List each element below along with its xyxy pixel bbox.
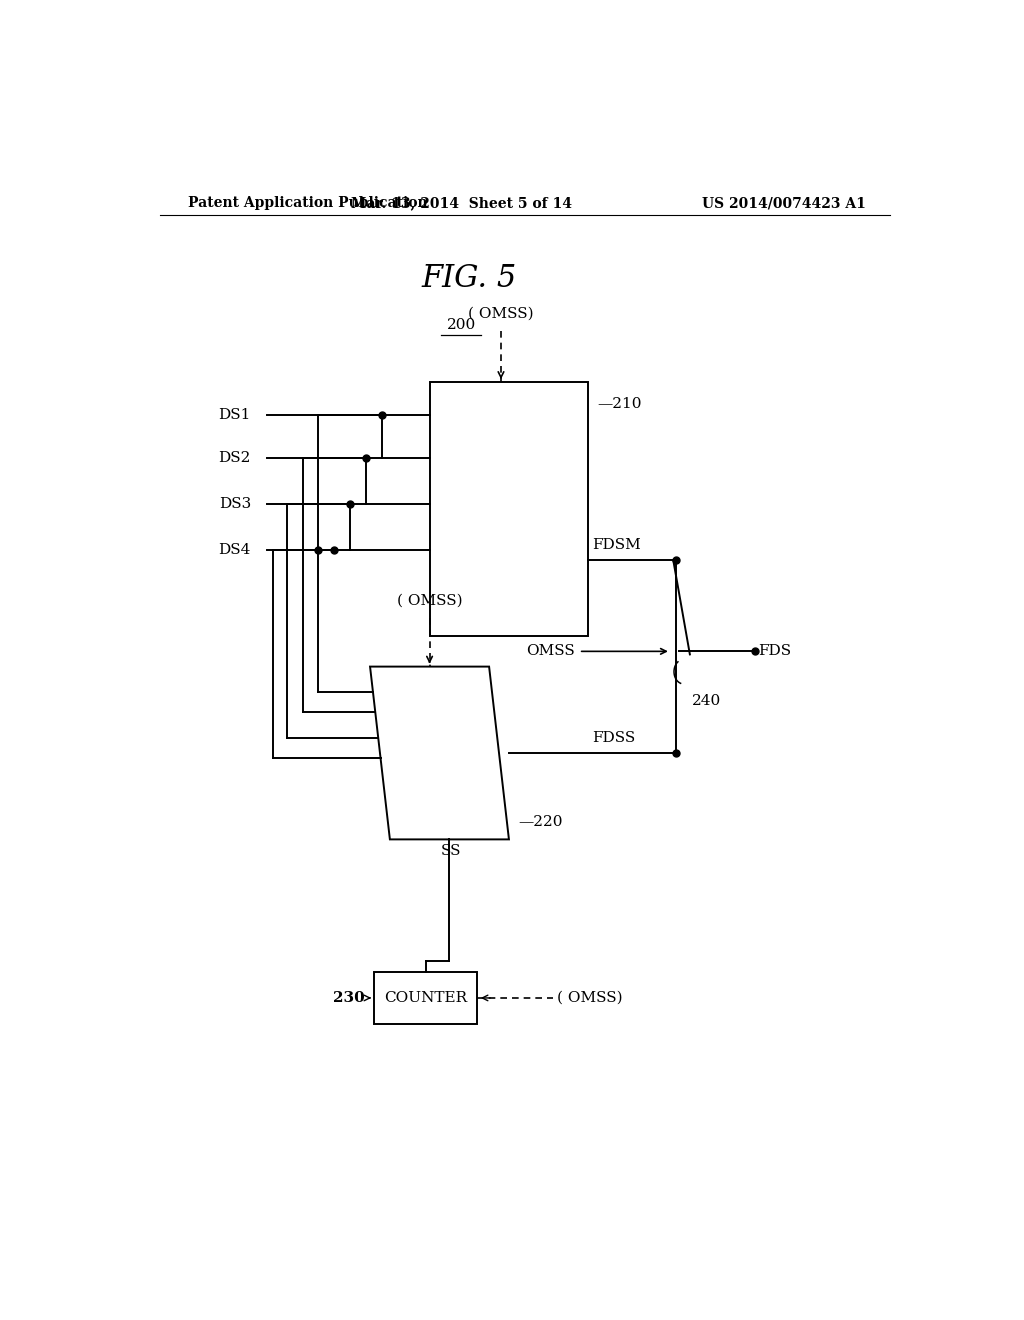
Text: OMSS: OMSS: [526, 644, 574, 659]
Text: FIG. 5: FIG. 5: [422, 263, 517, 294]
Text: DS2: DS2: [219, 451, 251, 465]
Text: —220: —220: [518, 816, 563, 829]
Text: 240: 240: [691, 694, 721, 708]
Text: ( OMSS): ( OMSS): [396, 594, 463, 607]
Text: —210: —210: [598, 397, 642, 412]
Text: 230: 230: [333, 991, 365, 1005]
Text: ( OMSS): ( OMSS): [468, 308, 534, 321]
Text: FDS: FDS: [758, 644, 792, 659]
Text: DS1: DS1: [219, 408, 251, 421]
Bar: [430, 381, 589, 636]
Text: DS3: DS3: [219, 496, 251, 511]
Text: 200: 200: [446, 318, 476, 333]
Text: Mar. 13, 2014  Sheet 5 of 14: Mar. 13, 2014 Sheet 5 of 14: [351, 197, 571, 210]
Text: DS4: DS4: [219, 543, 251, 557]
Text: SS: SS: [440, 845, 461, 858]
Text: COUNTER: COUNTER: [384, 991, 467, 1005]
Text: FDSS: FDSS: [592, 731, 636, 744]
Polygon shape: [370, 667, 509, 840]
Text: US 2014/0074423 A1: US 2014/0074423 A1: [702, 197, 866, 210]
Text: ( OMSS): ( OMSS): [557, 991, 623, 1005]
Bar: [374, 972, 477, 1024]
Text: Patent Application Publication: Patent Application Publication: [187, 197, 427, 210]
Text: FDSM: FDSM: [592, 537, 641, 552]
